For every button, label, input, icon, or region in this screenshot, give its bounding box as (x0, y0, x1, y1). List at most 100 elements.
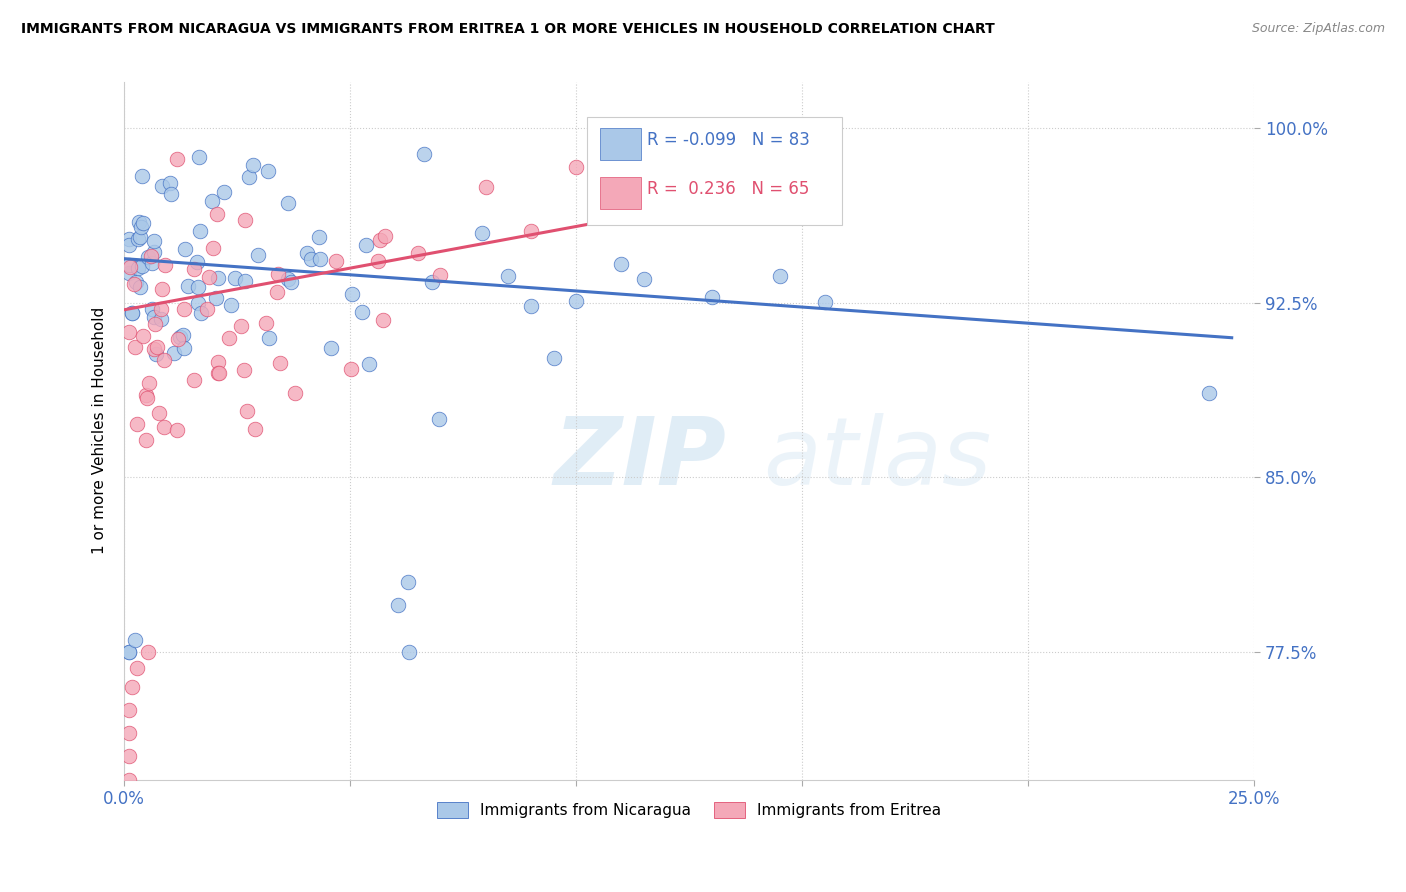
Point (121, 680, 143, 694)
Point (138, 376, 160, 391)
Point (195, 302, 218, 317)
Point (814, 294, 837, 309)
Point (321, 341, 343, 355)
Point (243, 422, 266, 436)
Point (207, 270, 229, 285)
FancyBboxPatch shape (588, 117, 842, 225)
Point (183, 262, 205, 277)
Point (238, 170, 260, 185)
Point (118, 645, 141, 659)
Point (143, 234, 166, 248)
Point (207, 355, 229, 369)
Text: ZIP: ZIP (554, 413, 727, 505)
Y-axis label: 1 or more Vehicles in Household: 1 or more Vehicles in Household (93, 307, 107, 554)
Point (121, 306, 143, 320)
Point (160, 186, 183, 201)
Point (429, 268, 451, 283)
Point (208, 366, 231, 380)
Point (236, 404, 259, 418)
Point (205, 207, 228, 221)
Point (187, 150, 209, 164)
Point (207, 366, 229, 380)
Point (162, 346, 184, 360)
Point (700, 290, 723, 304)
Point (655, 146, 678, 161)
Point (201, 194, 224, 208)
Point (172, 328, 194, 343)
Point (520, 224, 543, 238)
Point (166, 332, 188, 346)
Point (143, 317, 166, 331)
Point (342, 286, 364, 301)
Point (498, 269, 520, 284)
Point (218, 331, 240, 345)
Point (127, 661, 149, 675)
Point (120, 260, 142, 274)
Point (277, 196, 299, 211)
Point (118, 237, 141, 252)
Point (169, 330, 191, 344)
Point (340, 361, 363, 376)
Point (259, 330, 281, 344)
Point (150, 312, 173, 326)
Point (173, 341, 195, 355)
Text: IMMIGRANTS FROM NICARAGUA VS IMMIGRANTS FROM ERITREA 1 OR MORE VEHICLES IN HOUSE: IMMIGRANTS FROM NICARAGUA VS IMMIGRANTS … (21, 22, 995, 37)
Point (117, 266, 139, 280)
Point (173, 243, 195, 257)
Point (633, 272, 655, 286)
Point (190, 306, 212, 320)
Point (471, 226, 494, 240)
Point (610, 257, 633, 271)
Point (187, 295, 209, 310)
Point (132, 216, 155, 230)
FancyBboxPatch shape (600, 177, 641, 209)
Point (173, 301, 195, 316)
Point (128, 215, 150, 229)
Point (768, 268, 790, 283)
Point (280, 275, 302, 289)
Point (247, 248, 270, 262)
Point (205, 291, 228, 305)
Point (277, 271, 299, 285)
Point (257, 163, 280, 178)
Point (267, 267, 290, 281)
Point (224, 270, 246, 285)
Point (139, 249, 162, 263)
Point (117, 258, 139, 272)
Point (256, 316, 278, 330)
Point (357, 357, 380, 371)
Point (187, 280, 209, 294)
Point (166, 423, 188, 437)
Point (136, 645, 159, 659)
Point (135, 434, 157, 448)
Point (131, 328, 153, 343)
Point (148, 406, 170, 420)
Point (142, 343, 165, 357)
Point (212, 185, 235, 199)
Point (406, 245, 429, 260)
Point (266, 285, 288, 299)
Point (127, 260, 149, 275)
Point (368, 233, 391, 247)
Point (127, 232, 149, 246)
Point (117, 232, 139, 246)
Point (231, 318, 253, 333)
Point (153, 420, 176, 434)
Point (198, 270, 221, 285)
Point (233, 212, 256, 227)
Point (166, 153, 188, 167)
Point (723, 197, 745, 211)
Text: atlas: atlas (762, 413, 991, 504)
Point (354, 238, 377, 252)
Point (232, 363, 254, 377)
Point (283, 385, 305, 400)
Point (235, 275, 257, 289)
Point (1198, 386, 1220, 401)
FancyBboxPatch shape (600, 128, 641, 160)
Point (131, 259, 153, 273)
Point (117, 325, 139, 339)
Point (367, 254, 389, 268)
Text: R =  0.236   N = 65: R = 0.236 N = 65 (647, 179, 810, 198)
Legend: Immigrants from Nicaragua, Immigrants from Eritrea: Immigrants from Nicaragua, Immigrants fr… (432, 796, 948, 824)
Point (152, 353, 174, 368)
